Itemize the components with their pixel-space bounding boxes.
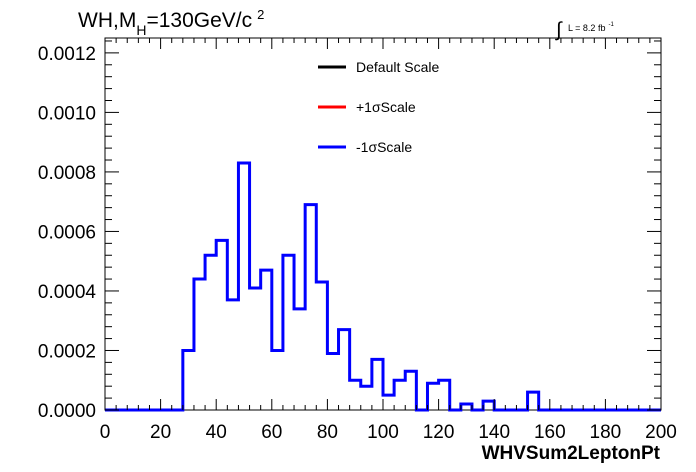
luminosity-label: L = 8.2 fb -1 [568,22,614,33]
x-tick-label: 140 [478,422,510,443]
x-tick-label: 0 [100,422,111,443]
x-axis-title: WHVSum2LeptonPt [482,443,661,464]
legend-label-minus1sigma-scale: -1σScale [356,139,412,155]
legend-label-default-scale: Default Scale [356,59,439,75]
x-tick-label: 100 [367,422,399,443]
legend-label-plus1sigma-scale: +1σScale [356,99,416,115]
y-tick-label: 0.0010 [38,103,96,124]
legend: Default Scale +1σScale -1σScale [318,59,439,155]
x-tick-label: 20 [150,422,171,443]
title-suffix: =130GeV/c [146,9,252,32]
chart-title: WH,MH=130GeV/c 2 [78,7,264,38]
title-prefix: WH,M [78,9,136,32]
x-tick-label: 120 [423,422,455,443]
x-tick-label: 40 [206,422,227,443]
x-tick-label: 180 [590,422,622,443]
title-subscript: H [136,22,146,38]
y-tick-label: 0.0012 [38,44,96,65]
y-tick-label: 0.0004 [38,282,97,303]
luminosity-text: L = 8.2 fb [568,23,605,33]
y-tick-label: 0.0008 [38,163,96,184]
luminosity-superscript: -1 [608,22,614,28]
x-tick-label: 200 [645,422,677,443]
y-tick-label: 0.0002 [38,341,96,362]
x-tick-label: 80 [317,422,338,443]
title-superscript: 2 [257,7,264,22]
x-tick-label: 160 [534,422,566,443]
luminosity-integral-symbol: ∫ [555,19,563,41]
y-tick-label: 0.0006 [38,222,96,243]
histogram-series-0 [105,161,661,412]
x-tick-label: 60 [261,422,282,443]
y-tick-label: 0.0000 [38,401,96,422]
